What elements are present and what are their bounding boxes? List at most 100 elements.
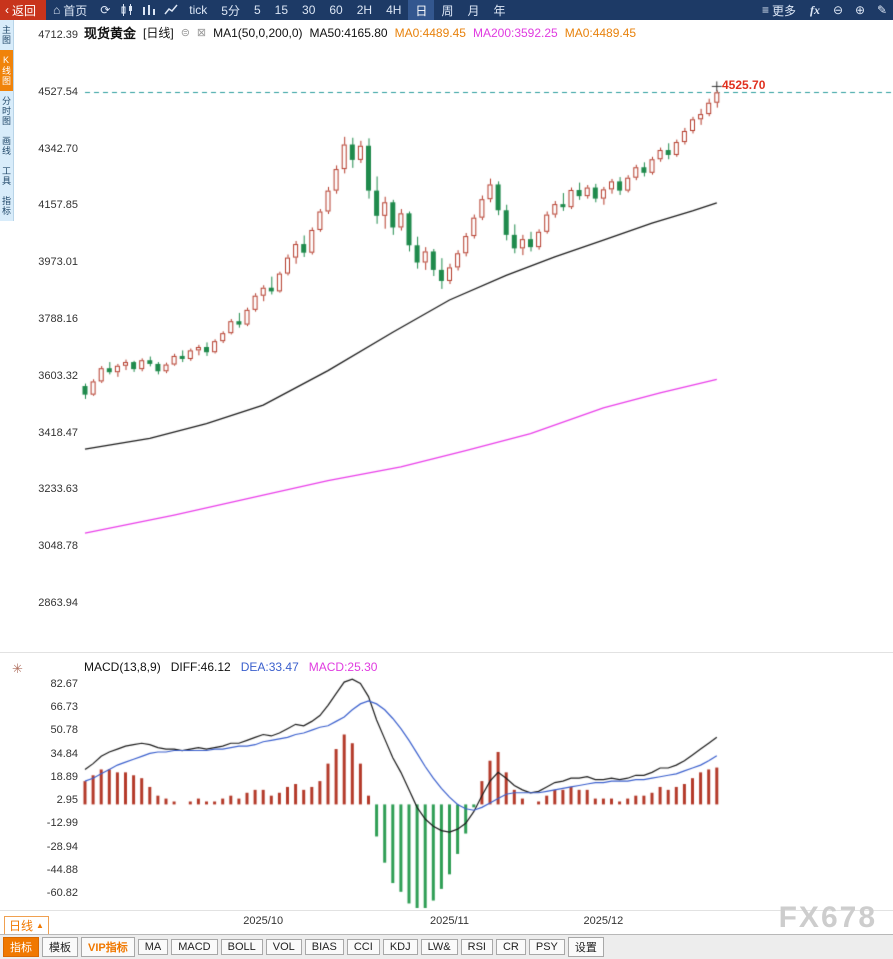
back-label: 返回 [12,3,37,18]
axis-divider [0,910,893,911]
chart-legend: 现货黄金 [日线] ⊜ ⊠ MA1(50,0,200,0) MA50:4165.… [84,23,636,42]
draw-button[interactable]: ✎ [871,0,893,20]
home-button[interactable]: ⌂ 首页 [46,0,94,20]
home-icon: ⌂ [53,3,61,17]
zoom-out-icon: ⊖ [832,3,844,17]
symbol-name: 现货黄金 [84,26,137,41]
bottom-tab-VIP指标[interactable]: VIP指标 [81,937,135,957]
period-button-4H[interactable]: 4H [386,3,402,17]
bottom-tab-CR[interactable]: CR [495,939,526,955]
candlestick-icon [121,4,133,16]
ma-params: MA1(50,0,200,0) [213,25,303,40]
sidebar-item-K线图[interactable]: K线图 [0,50,13,91]
period-button-5[interactable]: 5 [253,3,261,17]
top-toolbar: ‹ 返回 ⌂ 首页 ⟳ tick 5分 5 15 30 60 2H 4H 日周月年 ≡ 更多 … [0,0,893,20]
ma0-value-a: MA0:4489.45 [394,25,466,40]
sidebar-item-分时图[interactable]: 分时图 [0,91,13,131]
macd-y-axis-label: 50.78 [50,724,78,737]
main-y-axis-label: 3788.16 [38,313,78,325]
tick-button[interactable]: tick [189,3,208,17]
zoom-out-button[interactable]: ⊖ [827,0,849,20]
macd-diff-value: DIFF:46.12 [170,660,231,674]
back-button[interactable]: ‹ 返回 [0,0,47,20]
indicator-settings-icon[interactable]: ✳ [12,661,23,676]
period-badge-label: 日线 [9,919,34,933]
period-button-2H[interactable]: 2H [356,3,373,17]
macd-y-axis-label: -44.88 [46,863,78,876]
bottom-tab-VOL[interactable]: VOL [265,939,302,955]
last-price-label: 4525.70 [722,78,766,93]
bottom-tab-MACD[interactable]: MACD [171,939,218,955]
sidebar-item-画线[interactable]: 画线 [0,131,13,161]
zoom-in-button[interactable]: ⊕ [849,0,871,20]
macd-header: MACD(13,8,9) DIFF:46.12 DEA:33.47 MACD:2… [84,660,377,674]
bottom-tab-MA[interactable]: MA [137,939,169,955]
macd-y-axis-label: -28.94 [46,840,78,853]
pencil-icon: ✎ [876,3,888,17]
bottom-tab-设置[interactable]: 设置 [567,937,604,957]
bar-chart-icon [143,5,156,15]
macd-y-axis-label: 34.84 [50,747,78,760]
refresh-icon: ⟳ [100,3,111,17]
candlestick-type-button[interactable] [116,0,138,20]
more-button[interactable]: ≡ 更多 [755,0,803,20]
bottom-toolbar: 指标 模板 VIP指标 MA MACD BOLL VOL BIAS CCI KDJ LW& RSI CR… [0,934,893,959]
bottom-tab-BIAS[interactable]: BIAS [304,939,344,955]
fx-indicator-button[interactable]: fx [810,2,820,17]
main-y-axis-label: 3233.63 [38,483,78,496]
main-y-axis-label: 3603.32 [38,369,78,382]
macd-y-axis-label: 18.89 [50,770,78,783]
watermark: FX678 [778,901,877,934]
volume-chart-type-button[interactable] [160,0,182,20]
period-buttons: 5分 5 15 30 60 2H 4H 日周月年 [214,0,512,20]
macd-y-axis-label: -60.82 [46,887,78,899]
symbol-link-icon[interactable]: ⊜ [180,27,190,39]
period-button-日[interactable]: 日 [408,0,435,20]
period-button-60[interactable]: 60 [329,3,343,17]
refresh-button[interactable]: ⟳ [94,0,116,20]
bar-chart-type-button[interactable] [138,0,160,20]
bottom-tab-模板[interactable]: 模板 [42,937,78,957]
period-button-月[interactable]: 月 [467,3,480,18]
macd-title: MACD(13,8,9) [84,660,161,674]
period-button-年[interactable]: 年 [493,3,506,18]
ma-checkbox-icon[interactable]: ⊠ [196,27,207,39]
macd-dea-value: DEA:33.47 [240,660,299,674]
bottom-tab-指标[interactable]: 指标 [3,937,39,957]
period-button-30[interactable]: 30 [302,3,316,17]
bottom-tab-KDJ[interactable]: KDJ [382,939,418,955]
panel-divider [0,652,893,653]
main-y-axis-label: 3973.01 [38,256,78,269]
x-axis-label-2025/10: 2025/10 [243,915,284,927]
period-button-周[interactable]: 周 [441,3,454,18]
macd-y-axis-label: -12.99 [46,817,78,830]
bottom-tab-BOLL[interactable]: BOLL [220,939,263,955]
bottom-tab-PSY[interactable]: PSY [528,939,565,955]
ma0-value-b: MA0:4489.45 [564,25,637,40]
sidebar-item-主图[interactable]: 主图 [0,20,13,50]
sidebar-item-指标[interactable]: 指标 [0,191,13,221]
main-y-axis-label: 4712.39 [38,29,78,41]
period-tag: [日线] [143,26,174,40]
bottom-tab-LW&[interactable]: LW& [420,939,458,955]
x-axis-label-2025/11: 2025/11 [430,915,469,927]
macd-y-axis-label: 66.73 [50,701,78,714]
bottom-tab-RSI[interactable]: RSI [460,939,493,955]
period-button-15[interactable]: 15 [274,3,289,17]
main-y-axis-label: 3048.78 [38,540,78,553]
back-arrow-icon: ‹ [5,3,9,17]
ma200-value: MA200:3592.25 [472,25,558,40]
current-period-badge[interactable]: 日线 ▲ [4,916,49,935]
bottom-tab-CCI[interactable]: CCI [346,939,380,955]
sidebar-item-工具[interactable]: 工具 [0,161,13,191]
main-y-axis-label: 4157.85 [38,199,78,212]
main-y-axis-label: 3418.47 [38,426,78,439]
hamburger-icon: ≡ [761,3,769,17]
x-axis-label-2025/12: 2025/12 [583,915,624,927]
macd-y-axis-label: 2.95 [56,794,78,807]
main-y-axis-label: 2863.94 [38,597,78,609]
period-button-5分[interactable]: 5分 [221,3,240,18]
main-y-axis-label: 4527.54 [38,85,78,98]
